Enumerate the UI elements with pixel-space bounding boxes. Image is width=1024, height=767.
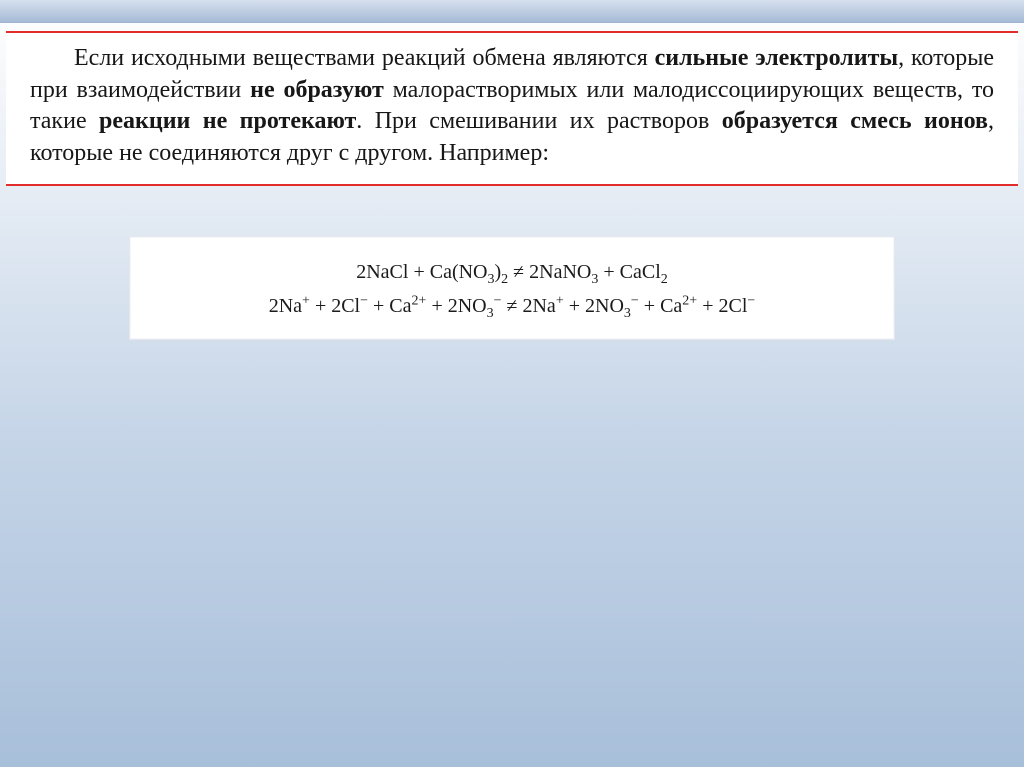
eq2-p4-sup: −	[494, 293, 502, 308]
eq1-d-sub: 2	[661, 272, 668, 287]
eq1-c: ≠ 2NaNO	[508, 261, 591, 283]
eq1-a-sub: 3	[488, 272, 495, 287]
eq2-p8: + 2Cl	[697, 295, 747, 317]
para-text-1: Если исходными веществами реакций обмена…	[74, 45, 655, 71]
para-bold-2: не об­разуют	[250, 77, 384, 103]
eq2-p1-sup: +	[302, 293, 310, 308]
eq2-p2: + 2Cl	[310, 295, 360, 317]
eq1-a: 2NaCl + Ca(NO	[356, 261, 487, 283]
equation-molecular: 2NaCl + Ca(NO3)2 ≠ 2NaNO3 + CaCl2	[152, 255, 872, 289]
eq2-p6-sup: −	[631, 293, 639, 308]
eq2-p6: + 2NO	[564, 295, 624, 317]
eq2-p3: + Ca	[368, 295, 412, 317]
intro-paragraph: Если исходными веществами реакций обмена…	[30, 43, 994, 170]
eq2-p5: ≠ 2Na	[502, 295, 556, 317]
eq2-p4: + 2NO	[426, 295, 486, 317]
eq2-p8-sup: −	[747, 293, 755, 308]
eq2-p3-sup: 2+	[412, 293, 427, 308]
eq2-p4-sub: 3	[487, 306, 494, 321]
para-bold-4: образуется смесь ионов	[722, 108, 988, 134]
eq2-p1: 2Na	[269, 295, 302, 317]
eq2-p7: + Ca	[639, 295, 683, 317]
eq2-p2-sup: −	[360, 293, 368, 308]
slide-header-band	[0, 0, 1024, 23]
intro-text-card: Если исходными веществами реакций обмена…	[6, 31, 1018, 186]
para-bold-3: реакции не протекают	[99, 108, 356, 134]
eq2-p7-sup: 2+	[682, 293, 697, 308]
eq1-d: + CaCl	[598, 261, 660, 283]
eq2-p5-sup: +	[556, 293, 564, 308]
equation-ionic: 2Na+ + 2Cl− + Ca2+ + 2NO3− ≠ 2Na+ + 2NO3…	[152, 289, 872, 323]
equations-card: 2NaCl + Ca(NO3)2 ≠ 2NaNO3 + CaCl2 2Na+ +…	[129, 236, 895, 340]
eq2-p6-sub: 3	[624, 306, 631, 321]
para-bold-1: сильные электролиты	[655, 45, 899, 71]
para-text-4: . При смешивании их растворов	[356, 108, 721, 134]
